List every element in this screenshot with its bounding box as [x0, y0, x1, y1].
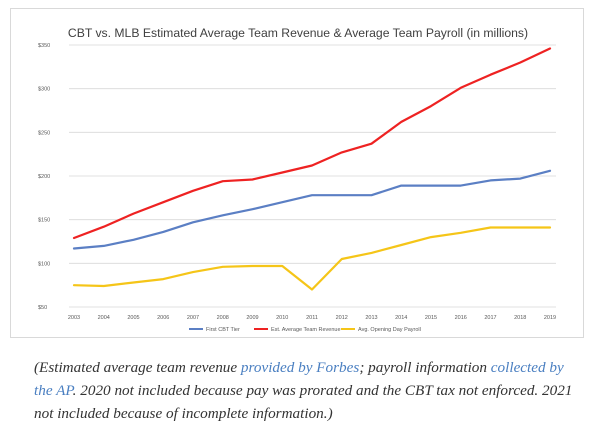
y-tick-label: $350 [38, 43, 50, 49]
x-tick-label: 2003 [68, 315, 80, 321]
y-tick-label: $150 [38, 218, 50, 224]
x-tick-label: 2008 [217, 315, 229, 321]
y-axis-ticks: $50 $100 $150 $200 $250 $300 $350 [38, 43, 50, 311]
x-tick-label: 2014 [395, 315, 407, 321]
y-tick-label: $200 [38, 174, 50, 180]
legend-label: First CBT Tier [206, 327, 240, 333]
forbes-link[interactable]: provided by Forbes [240, 359, 360, 376]
legend: First CBT Tier Est. Average Team Revenue A… [189, 327, 421, 333]
legend-label: Est. Average Team Revenue [271, 327, 341, 333]
x-tick-label: 2016 [455, 315, 467, 321]
x-tick-label: 2007 [187, 315, 199, 321]
x-tick-label: 2017 [484, 315, 496, 321]
y-tick-label: $100 [38, 261, 50, 267]
x-tick-label: 2013 [365, 315, 377, 321]
y-tick-label: $300 [38, 87, 50, 93]
x-tick-label: 2011 [306, 315, 318, 321]
x-tick-label: 2015 [425, 315, 437, 321]
x-tick-label: 2005 [127, 315, 139, 321]
legend-label: Avg. Opening Day Payroll [358, 327, 421, 333]
line-chart: CBT vs. MLB Estimated Average Team Reven… [38, 26, 556, 333]
y-tick-label: $250 [38, 130, 50, 136]
y-tick-label: $50 [38, 305, 47, 311]
grid-lines [69, 44, 556, 308]
series-line [72, 169, 552, 250]
caption-text-1: (Estimated average team revenue [34, 359, 241, 376]
chart-frame: CBT vs. MLB Estimated Average Team Reven… [10, 8, 584, 338]
x-tick-label: 2004 [98, 315, 110, 321]
caption-text-3: . 2020 not included because pay was pror… [34, 382, 573, 422]
series-lines [72, 47, 552, 291]
series-line [72, 226, 552, 291]
x-tick-label: 2010 [276, 315, 288, 321]
x-tick-label: 2006 [157, 315, 169, 321]
x-tick-label: 2012 [336, 315, 348, 321]
x-axis-ticks: 2003 2004 2005 2006 2007 2008 2009 2010 2011 2012… [68, 315, 556, 321]
series-line [72, 47, 552, 240]
chart-title: CBT vs. MLB Estimated Average Team Reven… [68, 26, 528, 40]
x-tick-label: 2019 [544, 315, 556, 321]
x-tick-label: 2018 [514, 315, 526, 321]
caption-text-2: ; payroll information [359, 359, 491, 376]
ap-link[interactable]: collected by the AP [34, 359, 564, 399]
chart-caption: (Estimated average team revenue provided… [34, 356, 579, 425]
x-tick-label: 2009 [246, 315, 258, 321]
